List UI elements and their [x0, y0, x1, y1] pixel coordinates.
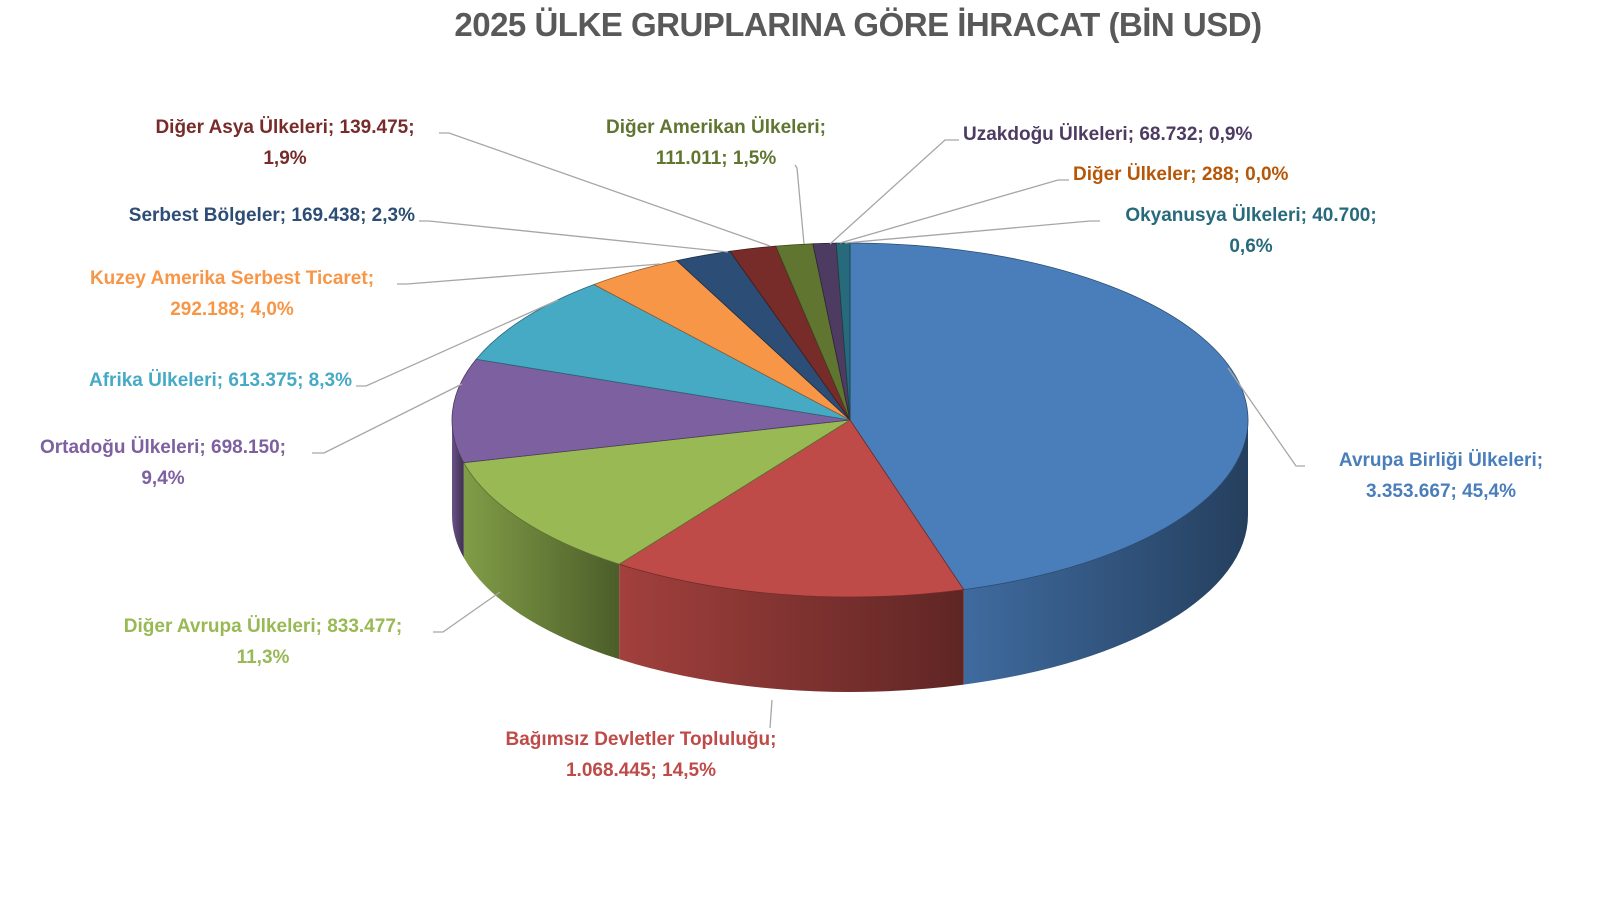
pie-slice-afrika-lkeleri[interactable]	[475, 284, 851, 421]
leader-line-di-er-amerikan-lkeleri	[794, 164, 805, 245]
leader-line-serbest-b-lgeler	[419, 220, 729, 253]
leader-line-ba-ms-z-devletler-toplulu-u	[769, 699, 773, 729]
data-label-di-er-avrupa-lkeleri: Diğer Avrupa Ülkeleri; 833.477; 11,3%	[124, 616, 402, 668]
data-label-di-er-lkeler: Diğer Ülkeler; 288; 0,0%	[1073, 164, 1289, 185]
data-label-ortado-u-lkeleri: Ortadoğu Ülkeleri; 698.150; 9,4%	[40, 437, 286, 489]
pie-side-di-er-avrupa-lkeleri	[463, 462, 620, 660]
pie-side-avrupa-birli-i-lkeleri	[963, 420, 1248, 685]
data-label-kuzey-amerika-serbest-ticaret: Kuzey Amerika Serbest Ticaret; 292.188; 4…	[90, 268, 374, 320]
pie-slice-ba-ms-z-devletler-toplulu-u[interactable]	[618, 419, 965, 598]
pie-slice-ortado-u-lkeleri[interactable]	[451, 358, 851, 464]
leader-line-di-er-asya-lkeleri	[439, 132, 771, 247]
pie-side-ba-ms-z-devletler-toplulu-u	[619, 564, 964, 692]
pie-side-ortado-u-lkeleri	[452, 420, 464, 558]
leader-line-afrika-lkeleri	[356, 299, 559, 387]
pie-slice-avrupa-birli-i-lkeleri[interactable]	[849, 242, 1249, 591]
leader-line-kuzey-amerika-serbest-ticaret	[397, 263, 661, 285]
data-label-di-er-amerikan-lkeleri: Diğer Amerikan Ülkeleri; 111.011; 1,5%	[606, 117, 826, 169]
data-label-di-er-asya-lkeleri: Diğer Asya Ülkeleri; 139.475; 1,9%	[155, 117, 414, 169]
pie-slice-di-er-avrupa-lkeleri[interactable]	[463, 419, 851, 565]
data-label-uzakdo-u-lkeleri: Uzakdoğu Ülkeleri; 68.732; 0,9%	[963, 124, 1252, 145]
data-label-ba-ms-z-devletler-toplulu-u: Bağımsız Devletler Topluluğu; 1.068.445; …	[506, 729, 777, 781]
data-label-afrika-lkeleri: Afrika Ülkeleri; 613.375; 8,3%	[89, 370, 352, 391]
leader-line-avrupa-birli-i-lkeleri	[1227, 367, 1305, 467]
leader-line-di-er-lkeler	[839, 179, 1069, 244]
data-label-avrupa-birli-i-lkeleri: Avrupa Birliği Ülkeleri; 3.353.667; 45,4%	[1339, 450, 1543, 502]
data-label-okyanusya-lkeleri: Okyanusya Ülkeleri; 40.700; 0,6%	[1125, 205, 1376, 257]
chart-title: 2025 ÜLKE GRUPLARINA GÖRE İHRACAT (BİN U…	[454, 6, 1262, 43]
leader-line-okyanusya-lkeleri	[844, 220, 1100, 244]
leader-line-ortado-u-lkeleri	[312, 383, 463, 454]
leader-line-di-er-avrupa-lkeleri	[433, 591, 501, 633]
leader-line-uzakdo-u-lkeleri	[829, 139, 959, 245]
data-label-serbest-b-lgeler: Serbest Bölgeler; 169.438; 2,3%	[129, 205, 415, 226]
